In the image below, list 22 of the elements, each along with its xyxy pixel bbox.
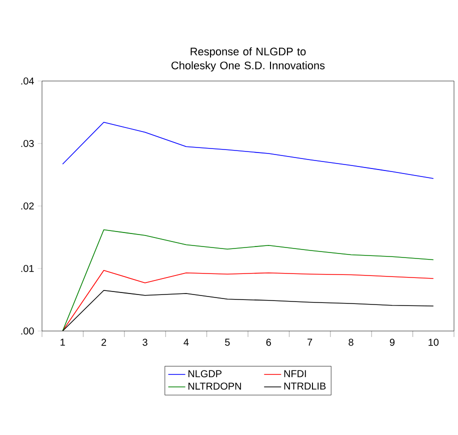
line-series — [62, 229, 434, 331]
legend-label: NLTRDOPN — [188, 382, 241, 390]
chart-title: Response of NLGDP to Cholesky One S.D. Innovations — [172, 47, 325, 72]
x-tick-label: 5 — [225, 338, 230, 346]
y-tick-label: .03 — [21, 140, 34, 148]
x-tick-label: 3 — [142, 338, 148, 346]
line-series — [62, 122, 434, 179]
y-tick-label: .01 — [21, 264, 34, 272]
legend-label: NLGDP — [188, 370, 222, 378]
x-tick-label: 4 — [184, 338, 189, 346]
y-tick-label: .02 — [21, 202, 34, 210]
x-tick-label: 8 — [348, 338, 354, 346]
x-tick-label: 1 — [60, 338, 65, 346]
y-tick-label: .04 — [21, 77, 34, 85]
x-tick-label: 10 — [428, 338, 439, 346]
x-tick-label: 6 — [266, 338, 271, 346]
y-tick-label: .00 — [21, 327, 34, 335]
x-tick-label: 9 — [390, 338, 395, 346]
x-tick-label: 2 — [102, 338, 106, 346]
legend-label: NFDI — [284, 370, 306, 378]
x-tick-label: 7 — [308, 338, 312, 346]
legend-label: NTRDLIB — [284, 382, 326, 390]
